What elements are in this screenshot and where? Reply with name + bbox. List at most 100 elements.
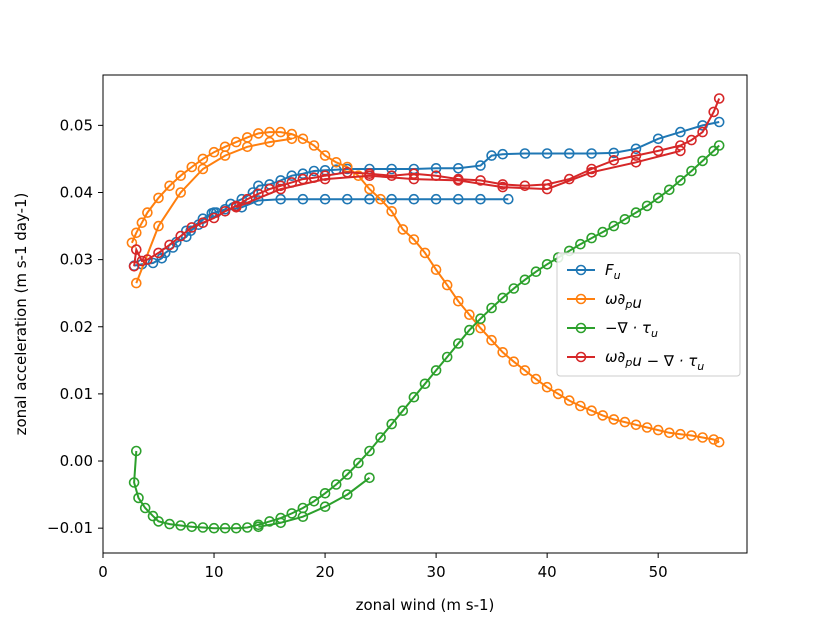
data-point (508, 283, 520, 294)
data-point (153, 247, 164, 259)
data-point (575, 238, 586, 250)
x-tick-label: 50 (649, 563, 668, 581)
data-point (286, 508, 298, 519)
data-point (586, 163, 597, 175)
data-point (208, 522, 220, 534)
data-point (219, 522, 231, 534)
plot-frame (102, 74, 748, 554)
data-point (275, 180, 287, 192)
series-line (133, 98, 721, 267)
data-point (608, 147, 620, 159)
data-point (608, 220, 620, 232)
data-point (441, 279, 453, 291)
data-point (186, 222, 198, 233)
data-point (530, 266, 542, 278)
data-point (475, 175, 486, 186)
data-point (375, 193, 386, 205)
data-point (164, 239, 175, 251)
data-point (147, 257, 159, 269)
data-point (197, 522, 209, 533)
data-point (175, 230, 186, 242)
legend-entry: ω∂pu (567, 290, 642, 312)
data-point (386, 206, 398, 217)
data-point (253, 128, 264, 139)
data-point (319, 487, 331, 499)
data-point (364, 472, 375, 484)
data-point (275, 193, 287, 205)
data-point (475, 313, 486, 325)
x-tick-label: 40 (538, 563, 557, 581)
plot-marks (126, 93, 725, 534)
data-point (586, 405, 597, 417)
x-tick-label: 20 (316, 563, 335, 581)
legend-entry: −∇ · τu (567, 319, 658, 340)
legend-swatch-marker (575, 322, 587, 334)
data-point (641, 422, 653, 433)
data-point (264, 126, 275, 138)
data-point (675, 428, 686, 440)
data-point (297, 511, 309, 523)
legend-label: ω∂pu (605, 290, 642, 312)
data-point (319, 150, 331, 161)
data-point (630, 157, 642, 168)
data-point (275, 126, 287, 138)
data-point (286, 170, 298, 181)
data-point (497, 346, 509, 358)
x-tick-label: 0 (98, 563, 108, 581)
data-point (164, 180, 175, 192)
data-point (486, 302, 497, 314)
data-point (297, 133, 309, 145)
data-point (713, 93, 725, 104)
data-point (319, 501, 331, 513)
data-point (364, 445, 375, 457)
data-point (464, 309, 475, 321)
data-point (575, 400, 586, 412)
data-point (230, 202, 242, 213)
data-point (541, 381, 553, 393)
series-line-lower (235, 149, 681, 209)
data-point (408, 173, 420, 185)
legend-swatch-marker (575, 264, 587, 276)
data-point (319, 173, 331, 185)
data-point (131, 277, 142, 289)
data-point (675, 175, 686, 186)
data-point (652, 145, 664, 157)
data-point (497, 148, 509, 160)
data-point (708, 145, 720, 157)
data-point (386, 418, 398, 430)
data-point (197, 217, 209, 228)
x-tick-label: 10 (204, 563, 223, 581)
data-point (175, 520, 186, 531)
data-point (419, 378, 431, 390)
data-point (175, 170, 186, 181)
data-point (563, 148, 575, 159)
data-point (364, 183, 375, 195)
legend-entry: Fu (567, 261, 621, 282)
y-tick-label: 0.02 (60, 318, 93, 336)
data-point (586, 167, 597, 178)
data-point (319, 193, 331, 205)
data-point (264, 136, 275, 148)
data-point (419, 247, 431, 259)
y-tick-label: 0.04 (60, 183, 93, 201)
data-point (502, 193, 514, 205)
series-2 (128, 140, 725, 534)
data-point (153, 220, 164, 232)
data-point (253, 521, 264, 533)
data-point (475, 160, 486, 171)
series-1 (126, 126, 725, 448)
data-point (386, 170, 398, 181)
data-point (452, 295, 464, 307)
data-point (275, 517, 287, 529)
data-point (128, 477, 140, 488)
data-point (675, 140, 686, 151)
data-point (308, 165, 320, 177)
data-point (519, 180, 531, 192)
data-point (230, 522, 242, 534)
legend-label: Fu (605, 261, 621, 282)
legend-label: −∇ · τu (605, 319, 658, 340)
data-point (486, 334, 497, 346)
y-tick-label: 0.00 (60, 452, 93, 470)
y-tick-label: 0.03 (60, 251, 93, 269)
